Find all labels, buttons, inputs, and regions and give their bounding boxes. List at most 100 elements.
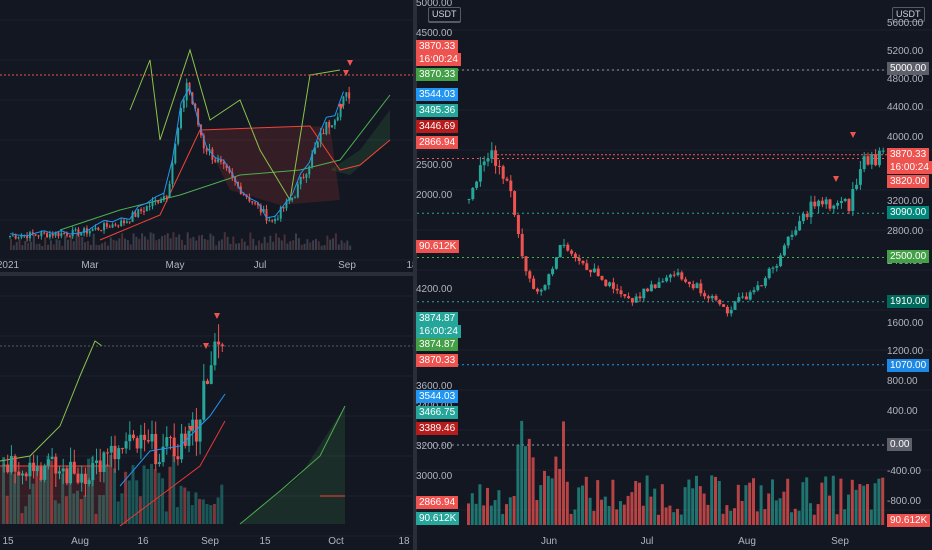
price-tag: 1070.00: [887, 359, 930, 372]
chart-panel-top-left[interactable]: 2021 Mar May Jul Sep 18: [0, 0, 413, 272]
volume-bar: [263, 236, 266, 250]
price-candle: [202, 135, 205, 149]
chart-canvas-right[interactable]: Jun Jul Aug Sep: [417, 0, 932, 550]
volume-bar: [205, 504, 209, 524]
price-candle: [146, 440, 150, 442]
chart-canvas-top-left[interactable]: 2021 Mar May Jul Sep 18: [0, 0, 413, 272]
price-candle: [725, 306, 729, 314]
price-tag: 3870.33: [416, 40, 459, 53]
price-candle: [279, 207, 282, 219]
price-candle: [180, 433, 184, 460]
chart-panel-bottom-left[interactable]: 15 Aug 16 Sep 15 Oct 18: [0, 276, 413, 550]
price-candle: [288, 200, 291, 202]
price-candle: [24, 473, 28, 477]
volume-bar: [64, 496, 68, 524]
volume-bar: [774, 500, 778, 525]
price-candle: [88, 231, 91, 234]
price-tag: 3870.33: [416, 68, 459, 81]
vertical-divider[interactable]: [413, 0, 417, 550]
volume-bar: [18, 239, 21, 250]
volume-bar: [866, 484, 869, 525]
volume-bar: [67, 239, 69, 250]
volume-bar: [142, 465, 146, 524]
price-candle: [634, 296, 638, 303]
price-candle: [225, 164, 228, 169]
volume-bar: [155, 240, 158, 250]
volume-bar: [493, 500, 497, 525]
price-candle: [877, 150, 881, 166]
price-candle: [142, 211, 145, 213]
volume-bar: [588, 497, 592, 525]
price-candle: [128, 221, 131, 223]
volume-bar: [35, 468, 39, 524]
currency-button[interactable]: USDT: [892, 7, 925, 22]
volume-bar: [721, 513, 725, 525]
volume-bar: [206, 239, 209, 250]
price-candle: [169, 437, 172, 439]
price-candle: [836, 202, 840, 206]
volume-bar: [186, 232, 189, 250]
volume-bar: [146, 239, 149, 250]
price-candle: [205, 148, 208, 152]
price-candle: [97, 227, 100, 230]
price-candle: [231, 172, 234, 178]
volume-bar: [668, 505, 672, 525]
span-a-line: [59, 94, 391, 231]
price-candle: [294, 197, 296, 199]
volume-bar: [229, 243, 232, 250]
cloud-green-area: [330, 110, 390, 175]
volume-bar: [163, 234, 166, 250]
volume-bar: [49, 240, 52, 250]
volume-bar: [78, 235, 81, 250]
price-candle: [151, 201, 154, 207]
volume-bar: [501, 513, 505, 525]
volume-bar: [109, 237, 112, 250]
price-tag: 3874.87: [416, 312, 459, 325]
volume-bar: [478, 484, 482, 525]
price-candle: [615, 288, 619, 291]
chart-panel-right[interactable]: Jun Jul Aug Sep: [417, 0, 932, 550]
volume-bar: [314, 238, 317, 250]
price-candle: [589, 269, 593, 273]
volume-bar: [53, 500, 57, 524]
price-candle: [259, 205, 262, 213]
price-candle: [182, 100, 185, 109]
price-axis-tick: 4800.00: [887, 74, 924, 85]
volume-bar: [164, 511, 168, 524]
volume-bar: [27, 242, 30, 250]
volume-bar: [763, 509, 767, 525]
price-tag: 3820.00: [887, 175, 930, 188]
volume-bar: [326, 235, 329, 250]
volume-bar: [858, 484, 862, 525]
volume-bar: [198, 235, 201, 250]
price-candle: [105, 223, 108, 227]
price-candle: [687, 281, 691, 285]
horizontal-divider[interactable]: [0, 272, 413, 276]
volume-bar: [252, 238, 255, 250]
price-candle: [741, 296, 745, 298]
price-candle: [699, 283, 703, 294]
price-tag: 3446.69: [416, 120, 459, 133]
price-candle: [756, 285, 760, 291]
lagging-span-line: [0, 340, 103, 462]
price-candle: [66, 233, 68, 236]
price-tag: 3495.36: [416, 104, 459, 117]
currency-button[interactable]: USDT: [428, 7, 461, 22]
price-candle: [131, 212, 134, 222]
price-candle: [157, 462, 161, 465]
volume-bar: [41, 245, 44, 250]
volume-bar: [778, 498, 782, 525]
volume-bar: [79, 499, 83, 524]
volume-bar: [497, 490, 501, 525]
span-b-line: [99, 125, 391, 241]
volume-bar: [15, 242, 18, 250]
chart-canvas-bottom-left[interactable]: 15 Aug 16 Sep 15 Oct 18: [0, 276, 413, 550]
price-candle: [54, 232, 57, 236]
price-tag: 3870.33: [887, 148, 930, 161]
volume-bar: [72, 493, 76, 524]
x-axis-tick: 18: [398, 536, 410, 547]
price-candle: [72, 461, 76, 474]
volume-bar: [98, 245, 101, 250]
price-candle: [165, 196, 168, 198]
volume-bar: [710, 475, 714, 525]
